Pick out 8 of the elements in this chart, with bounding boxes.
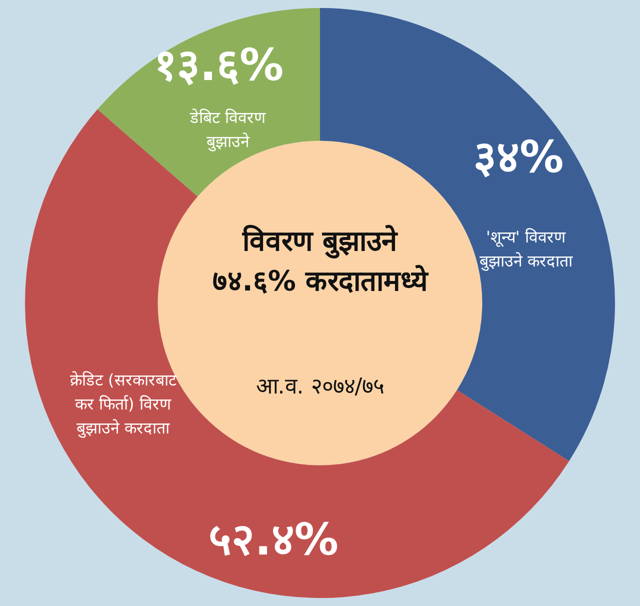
text: विवरण बुझाउने ७४.६% करदातामध्ये	[212, 224, 430, 298]
data-label: ५२.४%	[208, 514, 339, 566]
slice-label: क्रेडिट (सरकारबाट कर फिर्ता) विरण बुझाउने करदाता	[70, 370, 178, 439]
data-label: १३.६%	[154, 40, 284, 91]
data-label: ३४%	[474, 132, 564, 183]
text: आ.व. २०७४/७५	[256, 374, 384, 400]
slice-label: डेबिट विवरण बुझाउने	[188, 108, 266, 152]
slice-label: 'शून्य' विवरण बुझाउने करदाता	[479, 227, 574, 272]
